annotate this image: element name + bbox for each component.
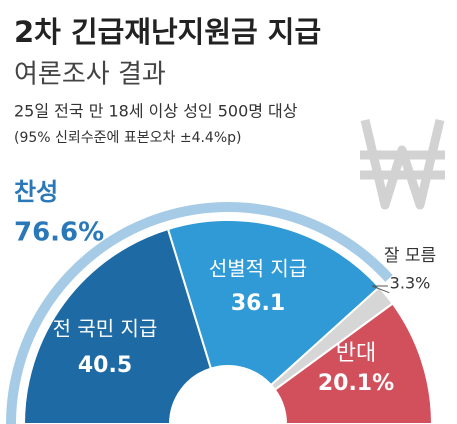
note: 25일 전국 만 18세 이상 성인 500명 대상 xyxy=(14,102,298,121)
value-label: 40.5 xyxy=(78,353,132,378)
chart-subtitle: 여론조사 결과 xyxy=(14,60,166,90)
value-label: 36.1 xyxy=(231,291,285,316)
category-label: 반대 xyxy=(336,341,376,366)
note: (95% 신뢰수준에 표본오차 ±4.4%p) xyxy=(14,130,242,146)
value-label: 3.3% xyxy=(390,274,431,293)
category-label: 선별적 지급 xyxy=(209,257,307,281)
segment xyxy=(166,219,381,387)
category-label: 전 국민 지급 xyxy=(53,317,158,341)
category-label: 잘 모름 xyxy=(384,246,436,266)
summary-name: 찬성 xyxy=(14,178,58,206)
segment xyxy=(273,302,434,424)
value-label: 20.1% xyxy=(318,371,394,396)
segment xyxy=(22,227,213,424)
won-icon xyxy=(360,118,445,210)
chart-title: 2차 긴급재난지원금 지급 xyxy=(14,15,321,49)
leader-line xyxy=(371,285,390,294)
won-icon-stroke xyxy=(360,118,445,210)
summary-value: 76.6% xyxy=(14,218,104,248)
